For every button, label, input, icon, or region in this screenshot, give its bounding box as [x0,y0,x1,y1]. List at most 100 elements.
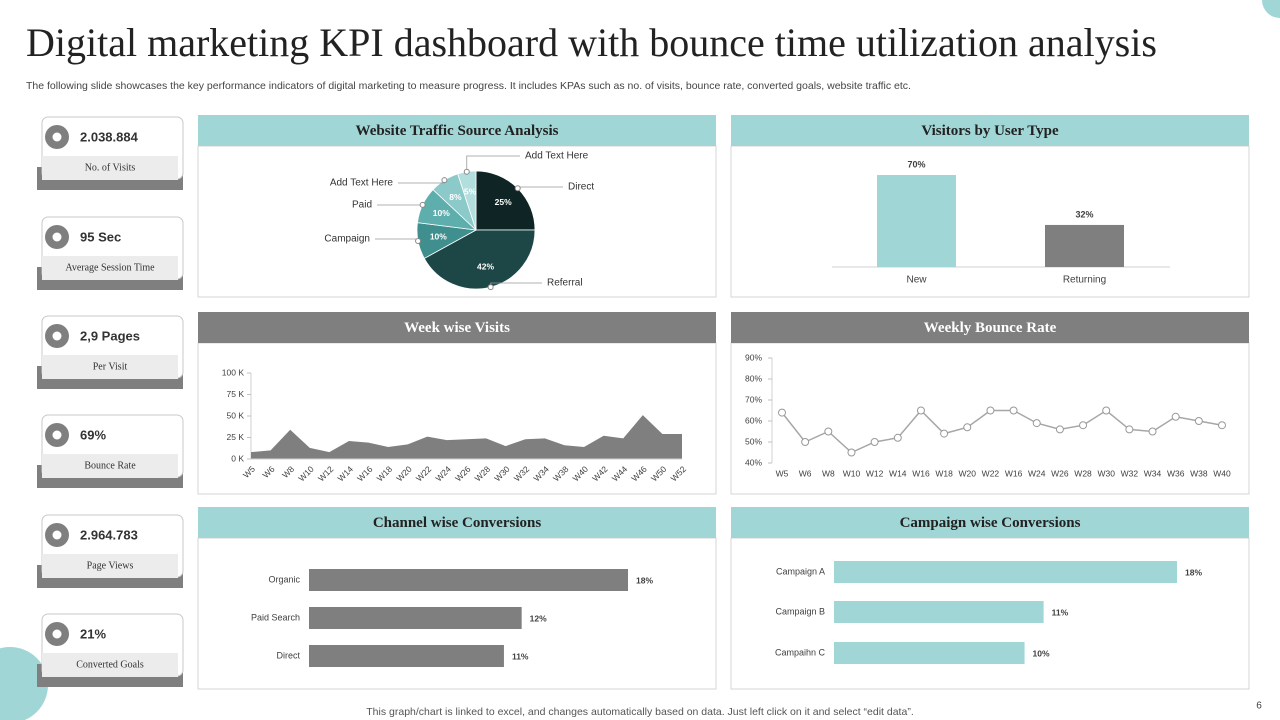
x-tick-label: W10 [843,468,861,478]
card-label-box [42,156,178,180]
value-label: 11% [1052,607,1069,617]
value-label: 11% [512,651,529,661]
point [778,408,786,417]
bar [309,569,628,591]
y-tick-label: 60% [745,415,762,425]
card-icon-glyph [52,629,62,639]
category-label: New [906,275,927,286]
bar [834,642,1025,664]
bar [877,175,956,267]
callout-dot [415,238,422,245]
chart-title: Website Traffic Source Analysis [356,123,559,139]
x-tick-label: W26 [1051,468,1069,478]
x-tick-label: W6 [799,468,812,478]
kpi-label: Per Visit [93,361,128,372]
point [916,406,925,415]
x-tick-label: W34 [1144,468,1162,478]
x-tick-label: W30 [1097,468,1115,478]
bar [834,601,1044,623]
panel-header [731,507,1249,538]
y-tick-label: 40% [745,457,762,467]
area [251,415,682,459]
pie-category-label: Referral [547,278,583,289]
pie-category-label: Add Text Here [330,178,394,189]
point [893,433,902,442]
panel-header [198,115,716,146]
point [1102,406,1111,415]
pie-category-label: Direct [568,182,594,193]
x-tick-label: W38 [1190,468,1208,478]
category-label: Campaign A [776,566,825,576]
point [963,423,972,432]
card-label-box [42,653,178,677]
page-number: 6 [1256,701,1262,712]
panel-header [198,312,716,343]
panel [730,342,1250,495]
x-tick-label: W22 [982,468,1000,478]
pie-category-label: Campaign [324,234,370,245]
x-tick-label: W24 [1028,468,1046,478]
chart-title: Week wise Visits [404,320,510,336]
bar [834,561,1177,583]
point [824,427,833,436]
category-label: Campaihn C [775,647,826,657]
kpi-value: 69% [80,427,106,442]
card-label-box [42,454,178,478]
x-tick-label: W5 [776,468,789,478]
x-tick-label: W14 [889,468,907,478]
y-tick-label: 90% [745,352,762,362]
point [1125,425,1134,434]
point [1055,425,1064,434]
card-label-box [42,256,178,280]
x-tick-label: W36 [1167,468,1185,478]
kpi-label: Average Session Time [65,262,155,273]
kpi-value: 2.964.783 [80,527,138,542]
panel-header [731,115,1249,146]
footer-note: This graph/chart is linked to excel, and… [366,706,913,718]
point [1148,427,1157,436]
category-label: Paid Search [251,612,300,622]
pie-value-label: 10% [430,231,447,241]
decor-circle [1262,0,1280,18]
y-tick-label: 25 K [227,432,245,442]
card-icon-glyph [52,530,62,540]
chart-title: Campaign wise Conversions [900,515,1081,531]
point [870,438,879,446]
y-tick-label: 80% [745,373,762,383]
category-label: Direct [276,650,300,660]
x-tick-label: W12 [866,468,884,478]
point [986,406,995,415]
card-icon-glyph [52,132,62,142]
kpi-label: Converted Goals [76,659,144,670]
pie-category-label: Paid [352,200,372,211]
callout-dot [441,177,448,184]
kpi-value: 2.038.884 [80,129,139,144]
point [1171,412,1180,421]
y-tick-label: 75 K [227,389,245,399]
x-tick-label: W32 [1121,468,1139,478]
panel [197,342,717,495]
point [1009,406,1018,415]
pie-value-label: 42% [477,261,494,271]
card-icon-glyph [52,430,62,440]
value-label: 18% [636,575,653,585]
card-label-box [42,554,178,578]
kpi-label: Page Views [87,560,134,571]
value-label: 32% [1075,209,1093,219]
value-label: 18% [1185,567,1202,577]
y-tick-label: 50 K [227,410,245,420]
point [801,438,810,446]
x-tick-label: W40 [1213,468,1231,478]
y-tick-label: 50% [745,436,762,446]
panel-header [198,507,716,538]
pie-category-label: Add Text Here [525,151,589,162]
callout-dot [419,201,426,208]
callout-line [466,155,520,172]
kpi-value: 2,9 Pages [80,328,140,343]
point [847,448,856,457]
category-label: Organic [268,574,300,584]
x-tick-label: W28 [1074,468,1092,478]
kpi-label: No. of Visits [85,162,136,173]
